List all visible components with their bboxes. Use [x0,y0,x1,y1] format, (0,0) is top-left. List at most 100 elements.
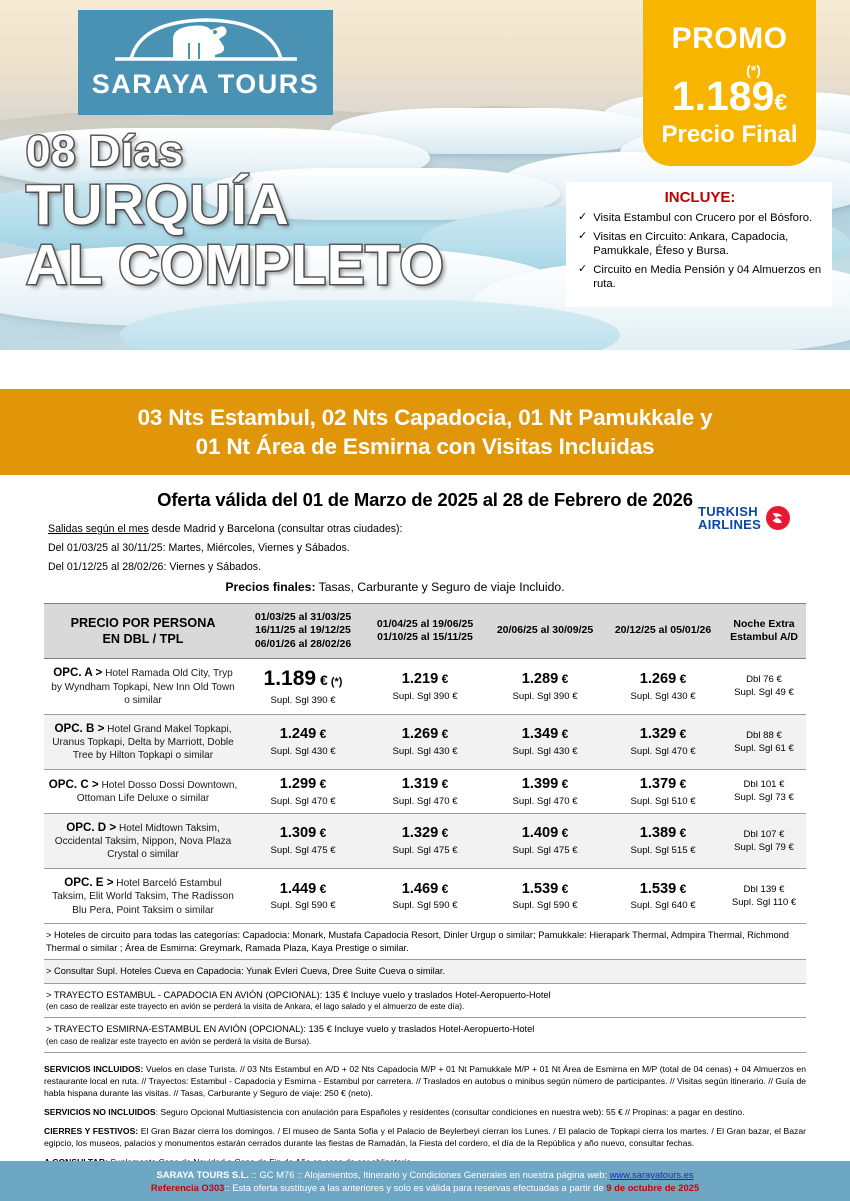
price-value: 1.299 € [279,775,327,792]
extra-night-dbl: Dbl 139 € [743,884,785,896]
itinerary-line-1: 03 Nts Estambul, 02 Nts Capadocia, 01 Nt… [137,404,713,430]
single-supplement: Supl. Sgl 390 € [512,690,578,702]
footer-disclaimer: :: Esta oferta sustituye a las anteriore… [224,1182,607,1193]
header-p1-l1: 01/03/25 al 31/03/25 [254,611,352,623]
option-cell: OPC. E > Hotel Barceló Estambul Taksim, … [44,868,242,925]
option-code: OPC. E > [64,875,114,889]
promo-subtitle: Precio Final [661,121,798,148]
term-label: CIERRES Y FESTIVOS: [44,1126,139,1137]
note-item: > TRAYECTO ESTAMBUL - CAPADOCIA EN AVIÓN… [44,984,806,1019]
price-number: 1.409 [521,825,559,842]
final-prices-detail: Tasas, Carburante y Seguro de viaje Incl… [315,580,565,594]
option-code: OPC. B > [54,721,105,735]
term-text: Vuelos en clase Turista. // 03 Nts Estam… [44,1064,806,1099]
price-cell: 1.409 € Supl. Sgl 475 € [486,813,604,869]
turkish-airlines-logo: TURKISH AIRLINES [698,505,810,549]
extra-night-cell: Dbl 101 € Supl. Sgl 73 € [722,769,806,814]
price-table-body: OPC. A > Hotel Ramada Old City, Tryp by … [44,658,806,925]
price-number: 1.539 [639,880,677,897]
promo-label: PROMO [671,22,788,55]
option-code: OPC. C > [48,777,99,791]
extra-night-cell: Dbl 76 € Supl. Sgl 49 € [722,658,806,715]
price-number: 1.539 [521,880,559,897]
hero-title-subtitle: AL COMPLETO [24,233,445,297]
option-hotels: Hotel Grand Makel Topkapi, Uranus Topkap… [52,723,234,762]
page-footer: SARAYA TOURS S.L. :: GC M76 :: Alojamien… [0,1161,850,1201]
option-cell: OPC. B > Hotel Grand Makel Topkapi, Uran… [44,714,242,770]
price-cell: 1.219 € Supl. Sgl 390 € [364,658,486,715]
term-item: SERVICIOS NO INCLUIDOS: Seguro Opcional … [44,1106,806,1118]
price-number: 1.329 [639,726,677,743]
price-number: 1.379 [639,775,677,792]
single-supplement: Supl. Sgl 590 € [270,900,336,912]
check-mark-icon: ✓ [578,211,588,223]
itinerary-line-2: 01 Nt Área de Esmirna con Visitas Inclui… [195,433,655,459]
promo-price-value: 1.189 [671,73,775,119]
footer-company: SARAYA TOURS S.L. [156,1169,250,1180]
price-value: 1.319 € [401,775,449,792]
promo-price: 1.189€ [643,76,816,117]
table-row: OPC. D > Hotel Midtown Taksim, Occidenta… [44,813,806,869]
table-row: OPC. C > Hotel Dosso Dossi Downtown, Ott… [44,769,806,814]
table-row: OPC. B > Hotel Grand Makel Topkapi, Uran… [44,714,806,770]
promo-asterisk: (*) [746,62,761,78]
price-number: 1.469 [401,880,439,897]
price-value: 1.189 € (*) [263,667,343,691]
promo-price-badge: PROMO (*) 1.189€ Precio Final [643,0,816,166]
price-value: 1.379 € [639,775,687,792]
extra-night-sgl: Supl. Sgl 61 € [734,742,794,754]
departures-period-2: Del 01/12/25 al 28/02/26: Viernes y Sába… [48,561,262,573]
price-cell: 1.269 € Supl. Sgl 430 € [364,714,486,770]
footer-effective-date: 9 de octubre de 2025 [606,1182,700,1193]
price-value: 1.309 € [279,825,327,842]
note-text: > Hoteles de circuito para todas las cat… [46,930,789,953]
table-header-row: PRECIO POR PERSONA EN DBL / TPL 01/03/25… [44,602,806,660]
single-supplement: Supl. Sgl 475 € [270,845,336,857]
price-value: 1.249 € [279,726,327,743]
price-number: 1.319 [401,775,439,792]
extra-night-cell: Dbl 107 € Supl. Sgl 79 € [722,813,806,869]
table-header-person: PRECIO POR PERSONA EN DBL / TPL [44,602,242,660]
price-number: 1.399 [521,775,559,792]
option-hotels: Hotel Dosso Dossi Downtown, Ottoman Life… [76,779,238,805]
price-number: 1.389 [639,825,677,842]
price-value: 1.409 € [521,825,569,842]
includes-title: INCLUYE: [664,189,736,206]
single-supplement: Supl. Sgl 590 € [512,900,578,912]
note-text: > Consultar Supl. Hoteles Cueva en Capad… [46,966,446,977]
price-value: 1.349 € [521,726,569,743]
price-cell: 1.319 € Supl. Sgl 470 € [364,769,486,814]
hero-banner: SARAYA TOURS 08 Días TURQUÍA AL COMPLETO… [0,0,850,350]
table-notes: > Hoteles de circuito para todas las cat… [44,924,806,1054]
itinerary-band: 03 Nts Estambul, 02 Nts Capadocia, 01 Nt… [0,389,850,475]
departures-cities: desde Madrid y Barcelona (consultar otra… [148,523,403,535]
extra-night-sgl: Supl. Sgl 79 € [734,841,794,853]
footer-website-link[interactable]: www.sarayatours.es [609,1169,694,1180]
price-cell: 1.469 € Supl. Sgl 590 € [364,868,486,925]
note-item: > Consultar Supl. Hoteles Cueva en Capad… [44,960,806,984]
price-cell: 1.309 € Supl. Sgl 475 € [242,813,364,869]
note-subtext: (en caso de realizar este trayecto en av… [46,1036,312,1046]
extra-night-sgl: Supl. Sgl 110 € [731,897,797,909]
final-prices-label: Precios finales: [225,580,316,594]
price-number: 1.219 [401,671,439,688]
single-supplement: Supl. Sgl 640 € [630,900,696,912]
departures-block: Salidas según el mes desde Madrid y Barc… [0,505,850,594]
price-cell: 1.329 € Supl. Sgl 475 € [364,813,486,869]
note-subtext: (en caso de realizar este trayecto en av… [46,1002,465,1012]
price-value: 1.329 € [639,726,687,743]
header-person-l2: EN DBL / TPL [102,632,184,647]
term-item: SERVICIOS INCLUIDOS: Vuelos en clase Tur… [44,1063,806,1099]
includes-item-text: Circuito en Media Pensión y 04 Almuerzos… [593,264,822,291]
table-header-period-4: 20/12/25 al 05/01/26 [604,602,722,660]
price-cell: 1.299 € Supl. Sgl 470 € [242,769,364,814]
single-supplement: Supl. Sgl 475 € [392,845,458,857]
price-value: 1.389 € [639,825,687,842]
header-person-l1: PRECIO POR PERSONA [70,616,216,631]
price-number: 1.189 [263,667,317,691]
price-value: 1.399 € [521,775,569,792]
hero-title-country: TURQUÍA [24,173,290,237]
term-item: CIERRES Y FESTIVOS: El Gran Bazar cierra… [44,1125,806,1149]
single-supplement: Supl. Sgl 470 € [392,795,458,807]
